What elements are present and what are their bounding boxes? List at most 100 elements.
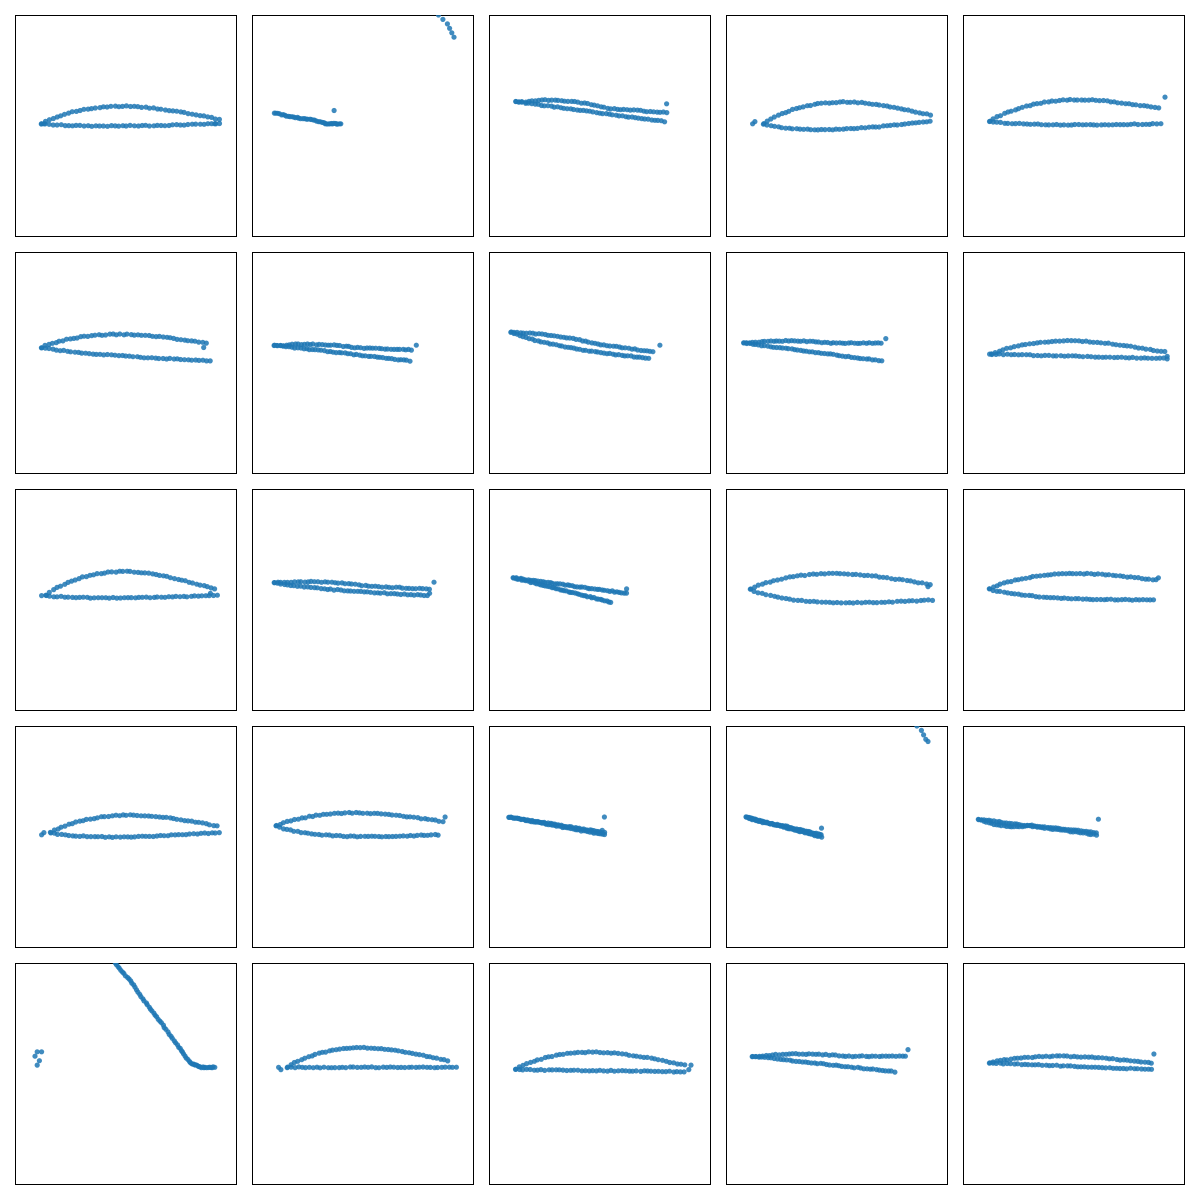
subplot-19 (726, 726, 948, 948)
data-point (1115, 597, 1121, 603)
data-point (648, 1068, 654, 1074)
data-point (1102, 122, 1108, 128)
data-point (73, 122, 79, 128)
data-point (1135, 121, 1141, 128)
data-point (332, 1065, 338, 1071)
data-point (61, 111, 68, 117)
data-point (131, 123, 137, 129)
data-point (278, 1067, 284, 1073)
data-point (866, 599, 872, 605)
data-point (146, 833, 152, 840)
data-point (1012, 121, 1019, 127)
data-point (1046, 122, 1052, 128)
data-point (185, 111, 191, 117)
data-point (1057, 338, 1063, 344)
subplot-frame (963, 252, 1185, 474)
data-point (880, 123, 887, 129)
point-cloud (750, 99, 934, 133)
data-point (1138, 1059, 1144, 1065)
data-point (1019, 104, 1025, 110)
subplot-18 (489, 726, 711, 948)
data-point (667, 1059, 673, 1066)
data-point (1148, 1060, 1154, 1066)
data-point (197, 121, 203, 127)
data-point (1051, 595, 1057, 601)
data-point (146, 570, 152, 576)
data-point (1098, 340, 1104, 346)
data-point (1065, 353, 1071, 359)
data-point (91, 595, 97, 601)
data-point (112, 352, 118, 358)
data-point (93, 351, 99, 357)
data-point (337, 1046, 343, 1052)
data-point (764, 122, 770, 128)
data-point (914, 598, 920, 604)
data-point (1050, 1053, 1056, 1059)
data-point (87, 595, 93, 601)
data-point (393, 833, 399, 840)
subplot-20 (963, 726, 1185, 948)
data-point (291, 816, 298, 823)
data-point (1115, 354, 1121, 360)
data-point (851, 1065, 857, 1071)
point-cloud (986, 570, 1161, 603)
data-point (47, 829, 54, 835)
data-point (400, 833, 406, 839)
data-point (822, 127, 828, 133)
data-point (1143, 346, 1149, 352)
data-point (298, 579, 304, 585)
data-point (348, 581, 355, 587)
data-point (905, 1047, 911, 1053)
data-point (214, 592, 220, 598)
data-point (836, 126, 843, 132)
data-point (611, 1068, 618, 1074)
subplot-24 (726, 963, 948, 1185)
data-point (445, 1058, 451, 1064)
data-point (1005, 120, 1011, 126)
data-point (837, 571, 843, 577)
data-point (181, 109, 187, 115)
data-point (1149, 355, 1155, 361)
data-point (102, 834, 108, 840)
point-cloud (743, 726, 931, 840)
point-cloud (276, 1044, 459, 1073)
data-point (331, 107, 337, 114)
data-point (86, 351, 92, 357)
data-point (1019, 352, 1025, 358)
data-point (1120, 573, 1126, 580)
subplot-6 (15, 252, 237, 474)
point-cloud (32, 963, 218, 1071)
data-point (549, 1067, 555, 1073)
data-point (154, 594, 160, 600)
data-point (162, 123, 168, 129)
data-point (823, 599, 829, 605)
data-point (80, 594, 86, 600)
data-point (413, 342, 419, 348)
data-point (678, 1061, 684, 1067)
data-point (197, 113, 203, 119)
subplot-frame (15, 489, 237, 711)
data-point (826, 570, 832, 576)
data-point (1156, 105, 1162, 111)
data-point (818, 100, 824, 106)
data-point (427, 1064, 433, 1070)
data-point (451, 34, 457, 40)
data-point (449, 30, 455, 36)
data-point (912, 109, 919, 115)
data-point (770, 578, 777, 584)
data-point (207, 590, 213, 596)
data-point (1113, 342, 1119, 348)
data-point (1119, 100, 1125, 106)
data-point (589, 348, 595, 354)
data-point (214, 823, 220, 829)
data-point (1130, 354, 1136, 360)
data-point (626, 1052, 632, 1058)
data-point (568, 1050, 574, 1056)
data-point (138, 332, 144, 338)
subplot-8 (489, 252, 711, 474)
data-point (154, 122, 160, 128)
data-point (772, 123, 778, 129)
data-point (1037, 339, 1044, 345)
data-point (57, 583, 64, 589)
data-point (442, 814, 448, 820)
